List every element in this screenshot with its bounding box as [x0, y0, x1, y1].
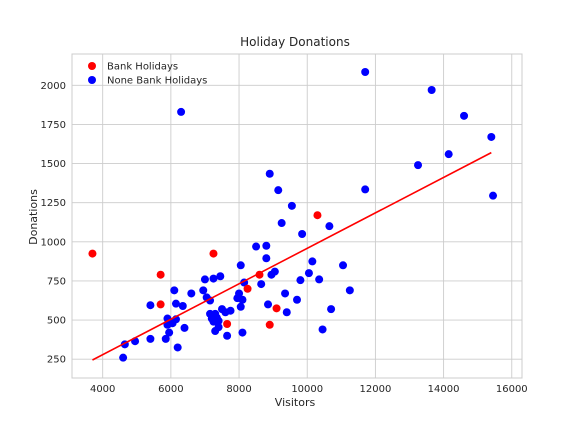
none-bank-holiday-point: [262, 241, 271, 250]
y-tick-label: 2000: [41, 81, 66, 92]
none-bank-holiday-point: [361, 185, 370, 194]
none-bank-holiday-point: [293, 295, 301, 304]
none-bank-holiday-point: [146, 334, 155, 343]
y-tick-label: 250: [47, 355, 66, 366]
bank-holiday-point: [223, 320, 232, 328]
bank-holiday-point: [88, 249, 97, 258]
none-bank-holiday-point: [146, 301, 155, 310]
none-bank-holiday-point: [119, 353, 128, 362]
none-bank-holiday-point: [226, 306, 235, 315]
x-tick-label: 8000: [226, 384, 251, 395]
none-bank-holiday-point: [171, 299, 180, 308]
none-bank-holiday-point: [200, 275, 209, 284]
data-points: [88, 68, 498, 362]
none-bank-holiday-point: [345, 286, 354, 295]
none-bank-holiday-point: [325, 222, 334, 231]
legend-marker-none-bank-holidays: [88, 76, 96, 84]
none-bank-holiday-point: [262, 254, 271, 263]
none-bank-holiday-point: [281, 289, 290, 298]
y-axis-label: Donations: [27, 189, 40, 245]
legend: Bank Holidays None Bank Holidays: [88, 62, 207, 87]
none-bank-holiday-point: [264, 300, 273, 309]
none-bank-holiday-point: [265, 169, 274, 178]
none-bank-holiday-point: [161, 334, 170, 343]
bank-holiday-point: [243, 284, 252, 293]
bank-holiday-point: [209, 249, 218, 258]
bank-holiday-point: [313, 211, 322, 220]
none-bank-holiday-point: [223, 331, 232, 340]
x-tick-label: 4000: [90, 384, 115, 395]
x-axis-ticks: 4000 6000 8000 10000 12000 14000 16000: [90, 384, 528, 395]
none-bank-holiday-point: [257, 280, 266, 289]
none-bank-holiday-point: [487, 132, 496, 141]
none-bank-holiday-point: [274, 186, 283, 195]
none-bank-holiday-point: [236, 302, 245, 311]
y-tick-label: 500: [47, 316, 66, 327]
none-bank-holiday-point: [339, 261, 348, 270]
none-bank-holiday-point: [252, 242, 261, 251]
none-bank-holiday-point: [277, 219, 286, 228]
none-bank-holiday-point: [165, 328, 174, 337]
none-bank-holiday-point: [427, 86, 436, 94]
legend-label-bank-holidays: Bank Holidays: [107, 62, 178, 73]
none-bank-holiday-point: [235, 289, 244, 298]
bank-holiday-point: [272, 304, 281, 313]
x-tick-label: 12000: [360, 384, 392, 395]
y-axis-ticks: 250 500 750 1000 1250 1500 1750 2000: [41, 81, 66, 366]
y-tick-label: 1250: [41, 198, 66, 209]
none-bank-holiday-point: [170, 286, 179, 295]
bank-holiday-point: [265, 320, 274, 329]
none-bank-holiday-point: [444, 150, 453, 159]
none-bank-holiday-point: [180, 323, 189, 332]
none-bank-holiday-point: [216, 272, 225, 281]
x-tick-label: 14000: [428, 384, 460, 395]
none-bank-holiday-point: [304, 269, 313, 278]
y-tick-label: 1000: [41, 237, 66, 248]
plot-frame: [71, 53, 523, 379]
x-axis-label: Visitors: [275, 396, 316, 409]
none-bank-holiday-point: [214, 323, 223, 332]
chart-title: Holiday Donations: [240, 35, 350, 49]
none-bank-holiday-point: [489, 191, 498, 200]
none-bank-holiday-point: [270, 267, 279, 276]
none-bank-holiday-point: [282, 308, 291, 317]
none-bank-holiday-point: [414, 161, 423, 170]
none-bank-holiday-point: [238, 295, 247, 304]
none-bank-holiday-point: [238, 328, 247, 337]
legend-label-none-bank-holidays: None Bank Holidays: [107, 76, 207, 87]
none-bank-holiday-point: [209, 274, 218, 283]
none-bank-holiday-point: [327, 305, 336, 314]
legend-marker-bank-holidays: [88, 62, 96, 70]
none-bank-holiday-point: [315, 275, 324, 284]
y-tick-label: 750: [47, 276, 66, 287]
trend-line: [92, 151, 492, 361]
none-bank-holiday-point: [177, 107, 186, 116]
none-bank-holiday-point: [178, 302, 187, 310]
none-bank-holiday-point: [287, 201, 296, 210]
none-bank-holiday-point: [199, 286, 208, 295]
x-tick-label: 6000: [158, 384, 183, 395]
none-bank-holiday-point: [296, 276, 305, 285]
none-bank-holiday-point: [187, 289, 196, 298]
plot-area: [72, 54, 522, 378]
x-tick-label: 16000: [496, 384, 528, 395]
y-tick-label: 1750: [41, 120, 66, 131]
y-tick-label: 1500: [41, 159, 66, 170]
bank-holiday-point: [156, 270, 165, 279]
none-bank-holiday-point: [173, 343, 182, 352]
none-bank-holiday-point: [318, 325, 327, 334]
none-bank-holiday-point: [236, 261, 245, 270]
bank-holiday-point: [156, 300, 165, 309]
none-bank-holiday-point: [361, 68, 370, 76]
x-tick-label: 10000: [291, 384, 323, 395]
none-bank-holiday-point: [460, 111, 469, 120]
none-bank-holiday-point: [298, 230, 307, 238]
none-bank-holiday-point: [308, 257, 317, 266]
none-bank-holiday-point: [214, 316, 223, 325]
